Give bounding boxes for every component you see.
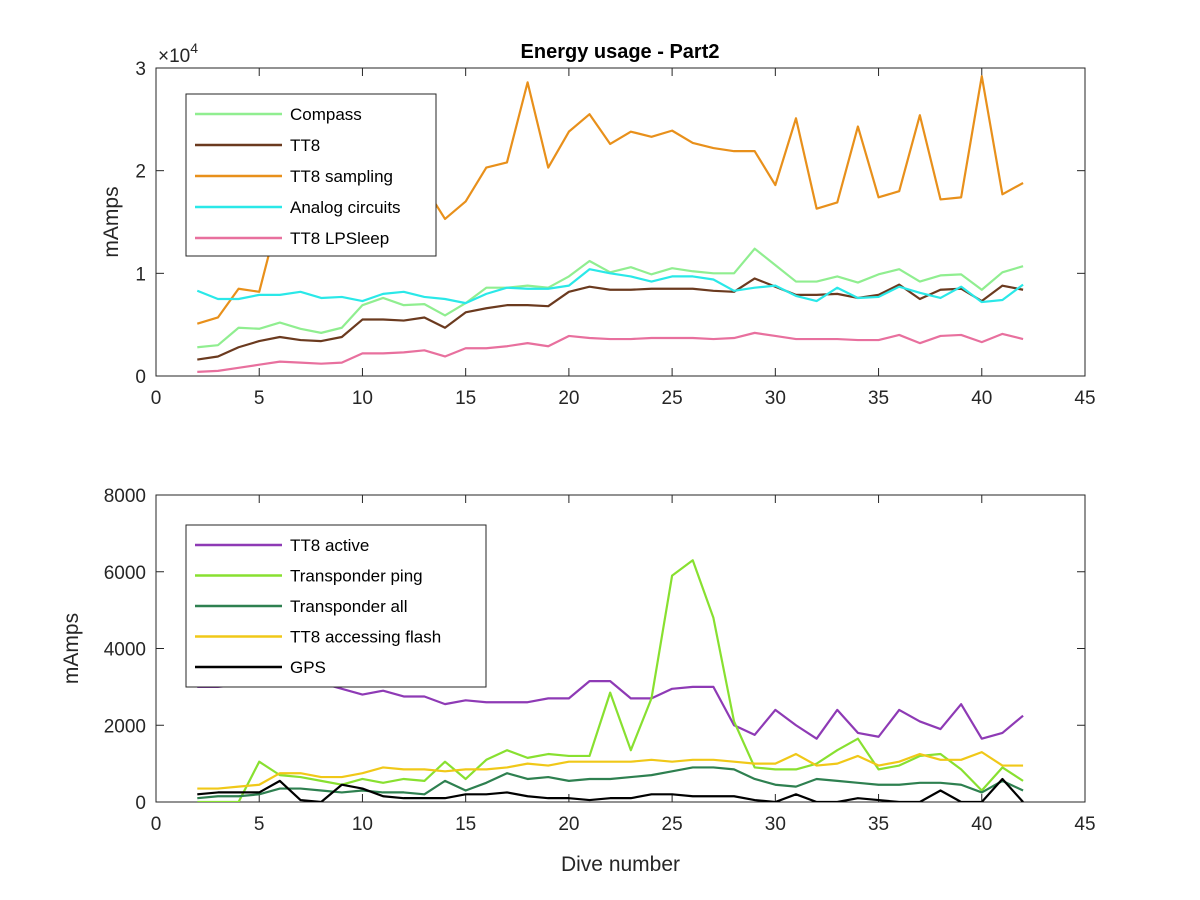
legend-label: Transponder ping [290,567,423,586]
legend-item: TT8 active [195,536,369,555]
y-tick-label: 6000 [104,563,146,584]
y-tick-label: 8000 [104,486,146,507]
x-axis-label: Dive number [561,853,680,876]
y-exponent-base: ×10 [158,46,190,67]
legend-item: TT8 LPSleep [195,229,389,248]
y-tick-label: 0 [135,367,146,388]
x-tick-label: 5 [254,388,265,409]
y-exponent-label: ×104 [158,40,198,67]
legend-label: Compass [290,105,362,124]
legend-item: Transponder all [195,597,408,616]
x-tick-label: 20 [558,814,579,835]
series-line-transponder-ping [197,559,1024,802]
legend-item: Analog circuits [195,198,401,217]
x-tick-label: 20 [558,388,579,409]
series-line-analog-circuits [196,268,1024,305]
x-tick-label: 10 [352,388,373,409]
legend-label: TT8 [290,136,320,155]
bottom-chart: 0 5 10 15 20 25 30 35 40 45 0 2000 4000 6000 8000 mAmps… [60,486,1096,876]
legend-item: TT8 sampling [195,167,393,186]
legend-label: TT8 active [290,536,369,555]
legend-item: GPS [195,658,326,677]
x-tick-label: 15 [455,388,476,409]
legend: Compass TT8 TT8 sampling Analog circuits TT8… [185,93,437,257]
y-tick-label: 2000 [104,716,146,737]
legend-label: Analog circuits [290,198,401,217]
x-tick-label: 45 [1074,388,1095,409]
x-tick-label: 0 [151,388,162,409]
y-tick-label: 2 [135,162,146,183]
y-tick-label: 0 [135,793,146,814]
y-tick-label: 4000 [104,640,146,661]
legend-label: TT8 accessing flash [290,628,441,647]
series-line-tt8-accessing-flash [197,751,1024,790]
x-tick-label: 30 [765,814,786,835]
series-line-tt8 [197,277,1024,361]
chart-title: Energy usage - Part2 [521,41,720,63]
y-exponent-power: 4 [190,40,198,56]
y-tick-label: 3 [135,59,146,80]
x-tick-label: 45 [1074,814,1095,835]
x-tick-label: 25 [662,814,683,835]
legend-item: TT8 [195,136,320,155]
x-tick-label: 10 [352,814,373,835]
x-tick-label: 35 [868,388,889,409]
x-tick-label: 35 [868,814,889,835]
x-tick-label: 5 [254,814,265,835]
legend-item: Compass [195,105,362,124]
x-tick-label: 30 [765,388,786,409]
y-tick-label: 1 [135,264,146,285]
y-axis-label: mAmps [60,613,83,684]
legend-item: TT8 accessing flash [195,628,441,647]
series-line-gps [197,777,1024,802]
x-tick-label: 40 [971,814,992,835]
legend-label: TT8 sampling [290,167,393,186]
x-tick-label: 15 [455,814,476,835]
x-tick-label: 0 [151,814,162,835]
x-tick-label: 25 [662,388,683,409]
series-line-tt8-lpsleep [197,331,1024,373]
legend-item: Transponder ping [195,567,423,586]
y-axis-label: mAmps [100,186,123,257]
legend-label: GPS [290,658,326,677]
top-chart: 0 5 10 15 20 25 30 35 40 45 0 1 2 3 ×104 mAmps Compass TT… [100,40,1096,409]
legend-label: Transponder all [290,597,408,616]
legend-label: TT8 LPSleep [290,229,389,248]
x-tick-label: 40 [971,388,992,409]
legend: TT8 active Transponder ping Transponder al… [185,524,487,688]
